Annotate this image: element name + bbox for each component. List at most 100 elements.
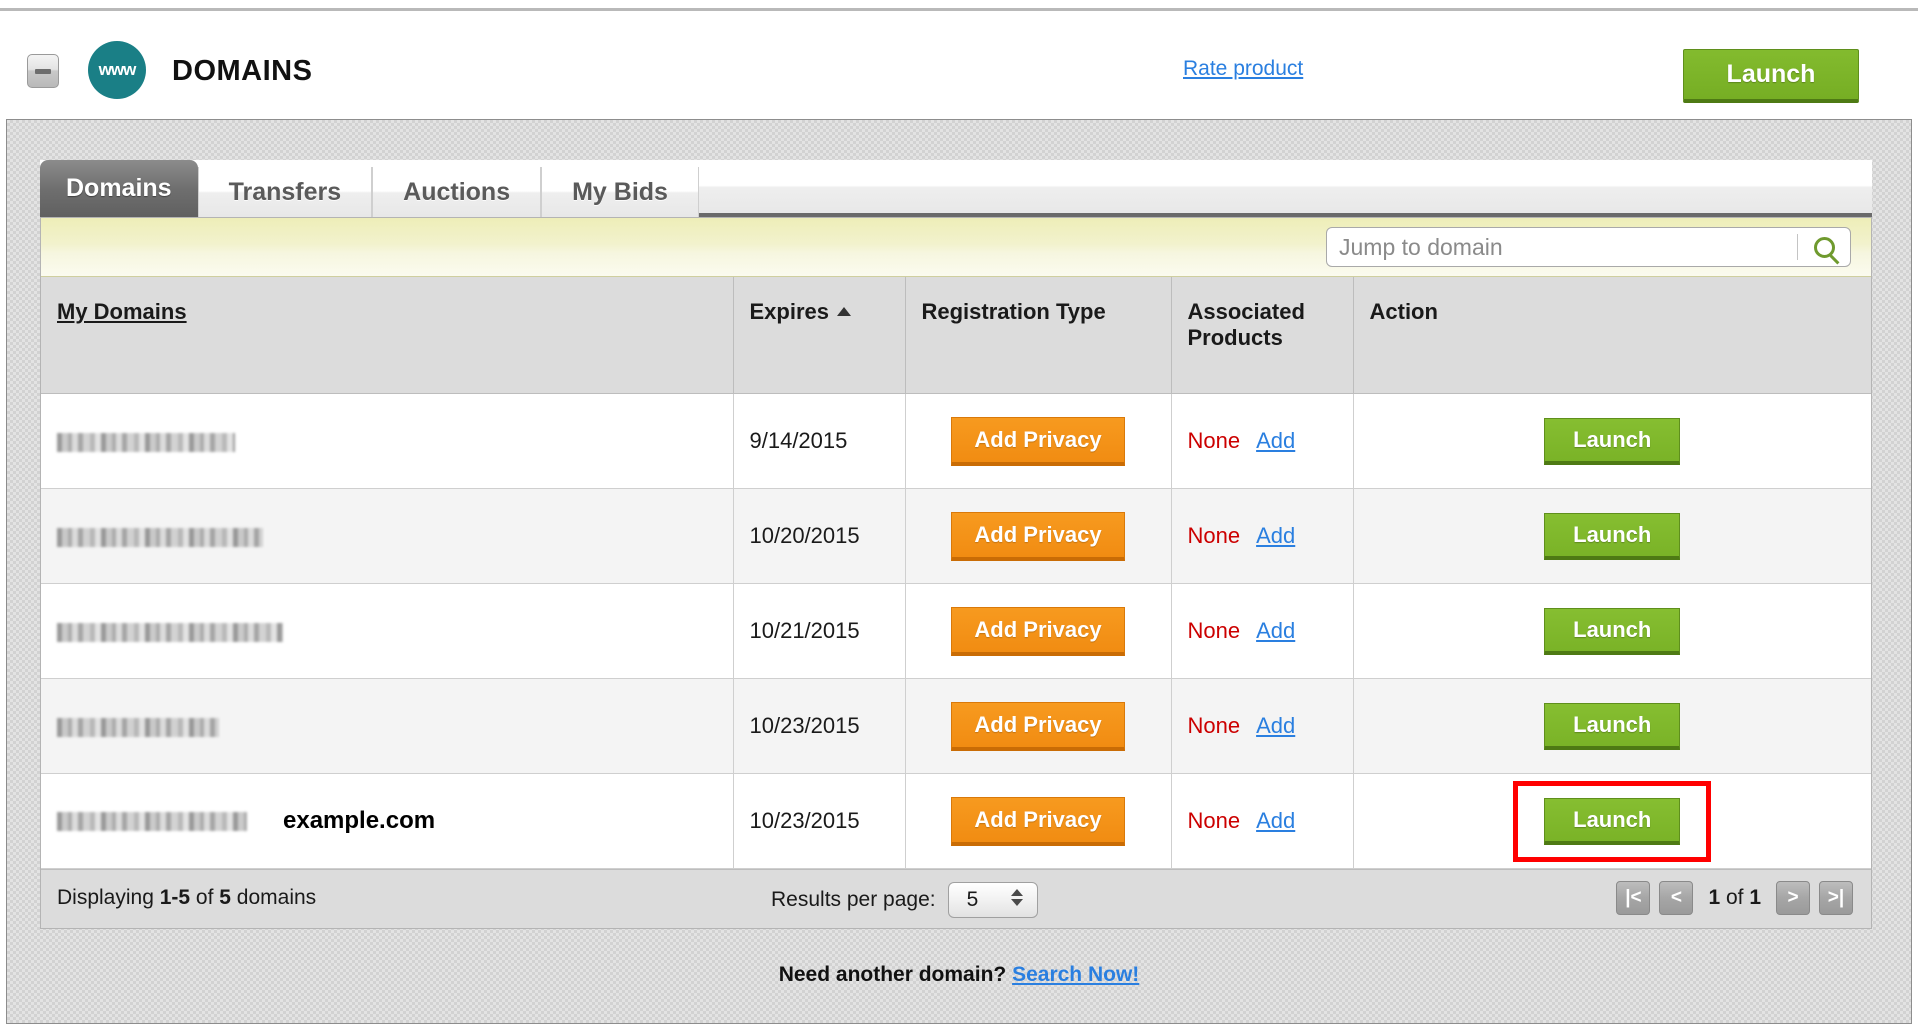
domain-name-cell[interactable] [41, 393, 734, 489]
associated-products-value: None [1187, 618, 1241, 643]
domain-name-redacted [57, 527, 263, 547]
domain-name-cell[interactable] [41, 583, 734, 679]
action-cell: Launch [1353, 393, 1871, 489]
action-cell: Launch [1353, 773, 1871, 869]
www-logo-text: www [98, 60, 137, 79]
associated-products-cell: None Add [1171, 393, 1354, 489]
displaying-range: 1-5 [159, 886, 191, 909]
pager-page-of: of [1720, 886, 1750, 909]
col-expires[interactable]: Expires [733, 277, 906, 394]
domain-name-redacted [57, 432, 235, 452]
search-input[interactable] [1327, 233, 1797, 261]
row-launch-button[interactable]: Launch [1544, 512, 1681, 560]
caret-down-icon [1010, 899, 1023, 906]
col-registration-type-label: Registration Type [921, 299, 1106, 324]
tab-auctions[interactable]: Auctions [372, 167, 542, 217]
search-now-link[interactable]: Search Now! [1012, 963, 1140, 986]
table-row: 10/23/2015 Add Privacy None Add Launch [41, 678, 1871, 774]
col-my-domains-label[interactable]: My Domains [57, 299, 187, 324]
search-strip [41, 218, 1871, 277]
pager-prev-button[interactable]: < [1659, 881, 1694, 915]
expires-cell: 10/23/2015 [733, 678, 906, 774]
table-row: 10/20/2015 Add Privacy None Add Launch [41, 488, 1871, 584]
associated-products-cell: None Add [1171, 583, 1354, 679]
associated-products-cell: None Add [1171, 488, 1354, 584]
jump-to-domain-search[interactable] [1326, 227, 1851, 267]
row-launch-button[interactable]: Launch [1544, 417, 1681, 465]
registration-type-cell: Add Privacy [905, 583, 1172, 679]
domain-name-redacted [57, 811, 247, 831]
add-privacy-button[interactable]: Add Privacy [951, 416, 1125, 466]
associated-add-link[interactable]: Add [1256, 713, 1296, 738]
displaying-prefix: Displaying [57, 886, 160, 909]
col-my-domains[interactable]: My Domains [41, 277, 734, 394]
caret-up-icon [1010, 889, 1023, 896]
results-per-page-value: 5 [966, 888, 979, 911]
domain-annotation: example.com [283, 807, 436, 835]
tab-domains[interactable]: Domains [40, 160, 198, 217]
associated-products-value: None [1187, 713, 1241, 738]
minus-bar [35, 69, 51, 74]
domain-name-cell[interactable]: example.com [41, 773, 734, 869]
domains-table: My Domains Expires Registration Type Ass… [41, 277, 1871, 869]
page-title: DOMAINS [172, 55, 313, 87]
action-cell: Launch [1353, 488, 1871, 584]
pager-page-current: 1 [1708, 886, 1721, 909]
domain-name-redacted [57, 717, 219, 737]
pager-last-button[interactable]: >| [1819, 881, 1853, 915]
row-launch-button-highlighted[interactable]: Launch [1544, 797, 1681, 845]
add-privacy-button[interactable]: Add Privacy [951, 796, 1125, 846]
domain-name-redacted [57, 622, 283, 642]
row-launch-button[interactable]: Launch [1544, 702, 1681, 750]
associated-add-link[interactable]: Add [1256, 618, 1296, 643]
tab-transfers[interactable]: Transfers [197, 167, 373, 217]
displaying-total: 5 [219, 886, 231, 909]
table-row: 10/21/2015 Add Privacy None Add Launch [41, 583, 1871, 679]
need-another-domain: Need another domain? Search Now! [0, 963, 1918, 987]
add-privacy-button[interactable]: Add Privacy [951, 701, 1125, 751]
pager-first-button[interactable]: |< [1616, 881, 1651, 915]
row-launch-button[interactable]: Launch [1544, 607, 1681, 655]
col-expires-label: Expires [749, 299, 830, 324]
associated-add-link[interactable]: Add [1256, 428, 1296, 453]
target-highlight-box: Launch [1513, 780, 1712, 862]
expires-cell: 9/14/2015 [733, 393, 906, 489]
expires-cell: 10/23/2015 [733, 773, 906, 869]
pager-next-button[interactable]: > [1776, 881, 1810, 915]
col-associated-products[interactable]: Associated Products [1171, 277, 1354, 394]
rate-product-link[interactable]: Rate product [1183, 57, 1304, 80]
domain-name-cell[interactable] [41, 488, 734, 584]
search-icon [1813, 236, 1835, 258]
table-header-row: My Domains Expires Registration Type Ass… [41, 277, 1871, 394]
sort-ascending-icon [837, 307, 851, 316]
registration-type-cell: Add Privacy [905, 773, 1172, 869]
add-privacy-button[interactable]: Add Privacy [951, 606, 1125, 656]
search-button[interactable] [1798, 228, 1850, 266]
action-cell: Launch [1353, 678, 1871, 774]
collapse-minus-icon[interactable] [27, 54, 59, 88]
registration-type-cell: Add Privacy [905, 393, 1172, 489]
associated-add-link[interactable]: Add [1256, 523, 1296, 548]
header-launch-button[interactable]: Launch [1683, 49, 1859, 103]
table-row: 9/14/2015 Add Privacy None Add Launch [41, 393, 1871, 489]
need-another-domain-text: Need another domain? [778, 963, 1007, 986]
col-registration-type[interactable]: Registration Type [905, 277, 1172, 394]
add-privacy-button[interactable]: Add Privacy [951, 511, 1125, 561]
stepper-arrows-icon [1010, 889, 1023, 906]
associated-products-value: None [1187, 808, 1241, 833]
expires-cell: 10/20/2015 [733, 488, 906, 584]
displaying-count: Displaying 1-5 of 5 domains [57, 886, 316, 910]
search-divider [1797, 234, 1798, 260]
associated-products-cell: None Add [1171, 773, 1354, 869]
domain-name-cell[interactable] [41, 678, 734, 774]
pagination: |< < 1 of 1 > >| [1616, 881, 1853, 915]
product-header: www DOMAINS Rate product Launch [0, 8, 1918, 112]
tab-my-bids[interactable]: My Bids [541, 167, 699, 217]
domains-card: My Domains Expires Registration Type Ass… [40, 217, 1872, 929]
associated-add-link[interactable]: Add [1256, 808, 1296, 833]
results-per-page-select[interactable]: 5 [947, 882, 1038, 918]
results-per-page-label: Results per page: [771, 888, 936, 911]
associated-products-cell: None Add [1171, 678, 1354, 774]
expires-cell: 10/21/2015 [733, 583, 906, 679]
displaying-mid: of [190, 886, 220, 909]
